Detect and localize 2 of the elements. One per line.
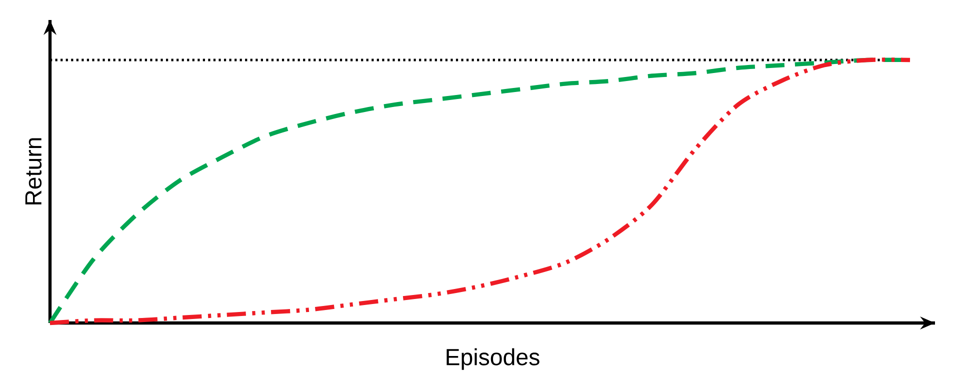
x-axis-title: Episodes bbox=[446, 348, 540, 370]
y-axis-title: Return bbox=[25, 138, 42, 204]
